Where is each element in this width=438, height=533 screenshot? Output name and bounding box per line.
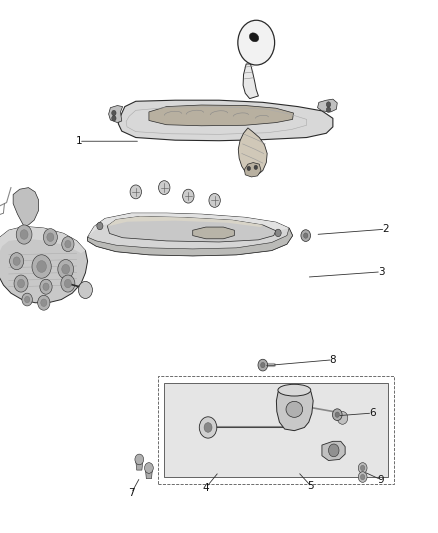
Text: 3: 3	[378, 267, 385, 277]
Text: 6: 6	[369, 408, 376, 418]
Circle shape	[254, 165, 258, 169]
Circle shape	[78, 281, 92, 298]
Circle shape	[62, 264, 70, 274]
Polygon shape	[107, 216, 263, 227]
Ellipse shape	[286, 401, 303, 417]
Polygon shape	[238, 128, 267, 176]
Circle shape	[61, 275, 75, 292]
Circle shape	[37, 261, 46, 272]
Circle shape	[112, 116, 116, 121]
Ellipse shape	[238, 20, 275, 65]
Circle shape	[22, 293, 32, 306]
Circle shape	[145, 463, 153, 473]
Circle shape	[159, 181, 170, 195]
Circle shape	[38, 295, 50, 310]
Polygon shape	[243, 64, 258, 99]
Circle shape	[40, 279, 52, 294]
Text: 1: 1	[75, 136, 82, 146]
Polygon shape	[193, 227, 234, 239]
Circle shape	[328, 444, 339, 457]
Ellipse shape	[249, 33, 259, 42]
Polygon shape	[118, 100, 333, 141]
Circle shape	[337, 411, 348, 424]
Circle shape	[58, 260, 74, 279]
Circle shape	[32, 255, 51, 278]
Polygon shape	[88, 213, 293, 256]
Circle shape	[10, 253, 24, 270]
Circle shape	[275, 229, 281, 237]
Circle shape	[360, 474, 365, 480]
Circle shape	[209, 193, 220, 207]
Circle shape	[358, 472, 367, 482]
Polygon shape	[164, 383, 388, 477]
Circle shape	[326, 107, 331, 112]
Polygon shape	[276, 388, 313, 431]
Ellipse shape	[278, 384, 311, 396]
Polygon shape	[244, 163, 261, 177]
Circle shape	[62, 237, 74, 252]
Circle shape	[204, 423, 212, 432]
Circle shape	[25, 296, 30, 303]
Circle shape	[135, 454, 144, 465]
Circle shape	[43, 229, 57, 246]
Polygon shape	[136, 461, 143, 470]
Circle shape	[16, 225, 32, 244]
Polygon shape	[322, 441, 345, 461]
Polygon shape	[0, 227, 85, 254]
Text: 2: 2	[382, 224, 389, 234]
Circle shape	[18, 279, 25, 288]
Circle shape	[41, 299, 47, 306]
Circle shape	[247, 166, 251, 171]
Polygon shape	[13, 188, 39, 227]
Polygon shape	[149, 105, 293, 126]
Circle shape	[14, 275, 28, 292]
Circle shape	[335, 412, 339, 417]
Polygon shape	[109, 106, 123, 123]
Polygon shape	[88, 228, 293, 256]
Text: 9: 9	[378, 475, 385, 484]
Circle shape	[258, 359, 268, 371]
Circle shape	[360, 465, 365, 471]
Circle shape	[65, 240, 71, 248]
Text: 4: 4	[202, 483, 209, 492]
Text: 5: 5	[307, 481, 314, 491]
Circle shape	[20, 230, 28, 239]
Circle shape	[47, 233, 54, 241]
Circle shape	[130, 185, 141, 199]
Text: 7: 7	[128, 488, 135, 498]
Polygon shape	[107, 216, 276, 242]
Circle shape	[199, 417, 217, 438]
Polygon shape	[318, 99, 337, 112]
Circle shape	[261, 362, 265, 368]
Circle shape	[358, 463, 367, 473]
Circle shape	[301, 230, 311, 241]
Circle shape	[304, 233, 308, 238]
Circle shape	[64, 279, 71, 288]
Circle shape	[43, 283, 49, 290]
Circle shape	[326, 102, 331, 107]
Circle shape	[97, 222, 103, 230]
Circle shape	[332, 409, 342, 421]
Polygon shape	[88, 213, 289, 237]
Circle shape	[13, 257, 20, 265]
Circle shape	[112, 110, 116, 116]
Circle shape	[183, 189, 194, 203]
Polygon shape	[0, 227, 88, 303]
Polygon shape	[145, 469, 152, 479]
Text: 8: 8	[329, 355, 336, 365]
